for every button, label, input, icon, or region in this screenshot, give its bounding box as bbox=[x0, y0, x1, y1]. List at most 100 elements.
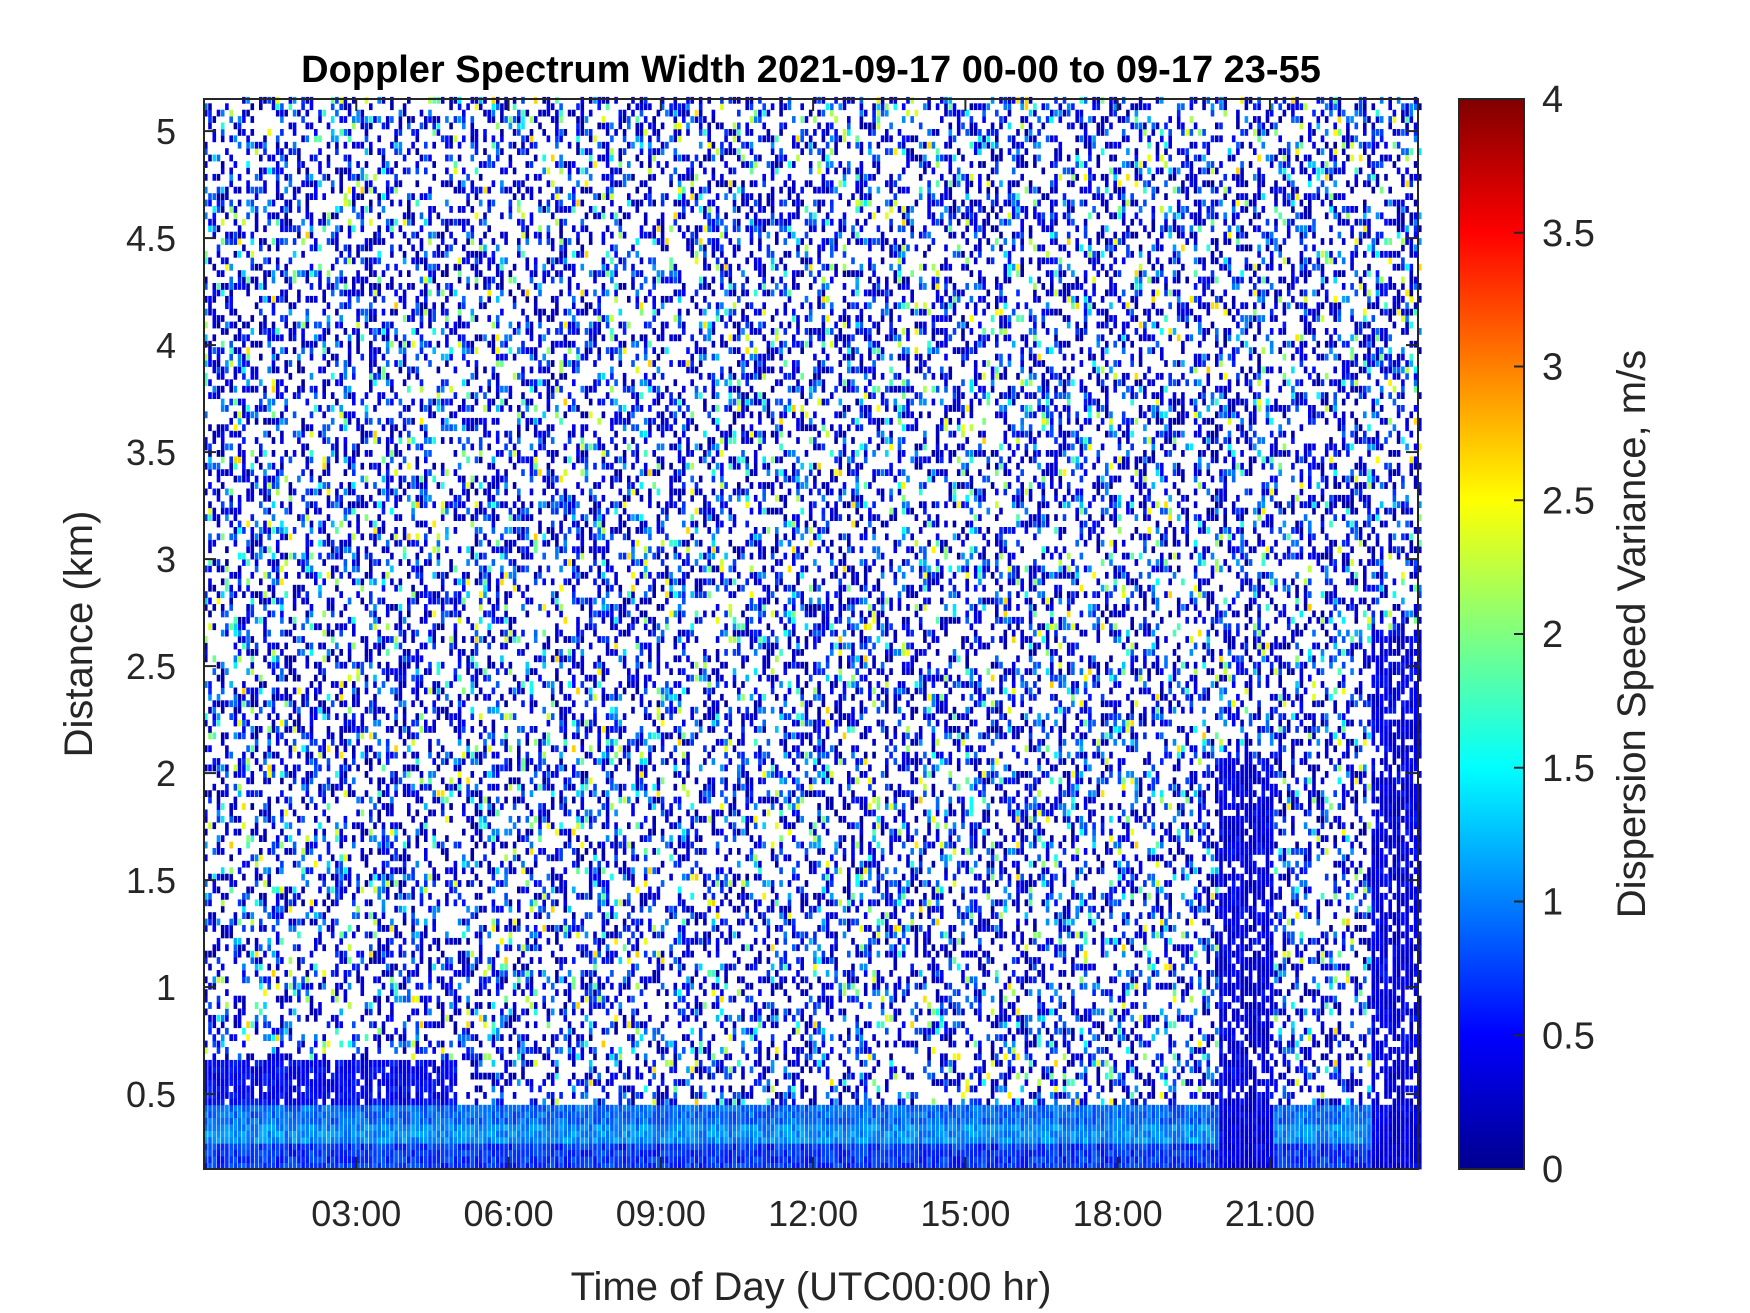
heatmap-cell bbox=[280, 379, 284, 387]
heatmap-cell bbox=[402, 616, 407, 624]
heatmap-cell bbox=[445, 398, 449, 406]
heatmap-cell bbox=[339, 873, 343, 881]
heatmap-cell bbox=[271, 1098, 276, 1106]
heatmap-cell bbox=[356, 424, 360, 432]
heatmap-cell bbox=[275, 161, 280, 168]
heatmap-cell bbox=[390, 822, 394, 830]
heatmap-cell bbox=[292, 109, 297, 117]
heatmap-cell bbox=[339, 321, 343, 329]
heatmap-cell bbox=[453, 1072, 458, 1080]
heatmap-cell bbox=[246, 950, 250, 958]
heatmap-cell bbox=[237, 507, 242, 515]
heatmap-cell bbox=[390, 1085, 394, 1093]
heatmap-cell bbox=[424, 828, 428, 836]
heatmap-cell bbox=[229, 321, 233, 329]
heatmap-cell bbox=[220, 430, 225, 438]
heatmap-cell bbox=[237, 584, 242, 592]
heatmap-cell bbox=[364, 186, 369, 194]
heatmap-cell bbox=[322, 1156, 326, 1164]
heatmap-cell bbox=[343, 283, 348, 290]
heatmap-cell bbox=[360, 289, 365, 297]
heatmap-cell bbox=[432, 328, 436, 335]
heatmap-cell bbox=[314, 835, 318, 843]
heatmap-cell bbox=[343, 360, 348, 367]
heatmap-cell bbox=[424, 494, 428, 502]
heatmap-cell bbox=[263, 899, 267, 907]
heatmap-cell bbox=[428, 450, 432, 457]
heatmap-cell bbox=[424, 1130, 428, 1138]
heatmap-cell bbox=[364, 392, 369, 400]
heatmap-cell bbox=[373, 706, 377, 714]
heatmap-cell bbox=[204, 1104, 208, 1112]
heatmap-cell bbox=[364, 135, 369, 143]
heatmap-cell bbox=[237, 199, 242, 207]
heatmap-cell bbox=[377, 225, 381, 233]
heatmap-cell bbox=[432, 206, 436, 213]
heatmap-cell bbox=[297, 353, 301, 361]
heatmap-cell bbox=[360, 462, 365, 470]
heatmap-cell bbox=[267, 700, 271, 708]
heatmap-cell bbox=[305, 1143, 310, 1151]
heatmap-cell bbox=[356, 886, 360, 894]
heatmap-cell bbox=[377, 1098, 381, 1106]
heatmap-cell bbox=[267, 976, 271, 984]
heatmap-cell bbox=[233, 308, 238, 316]
heatmap-cell bbox=[233, 231, 238, 239]
heatmap-cell bbox=[415, 135, 420, 143]
heatmap-cell bbox=[428, 726, 432, 733]
heatmap-cell bbox=[453, 1143, 458, 1151]
heatmap-cell bbox=[352, 1085, 356, 1093]
heatmap-cell bbox=[428, 96, 432, 104]
heatmap-cell bbox=[402, 340, 407, 348]
heatmap-cell bbox=[246, 385, 250, 393]
heatmap-cell bbox=[284, 321, 288, 329]
heatmap-cell bbox=[428, 860, 432, 868]
heatmap-cell bbox=[280, 828, 284, 836]
heatmap-cell bbox=[305, 835, 310, 843]
heatmap-cell bbox=[280, 860, 284, 868]
heatmap-cell bbox=[377, 501, 381, 509]
heatmap-cell bbox=[208, 103, 212, 111]
heatmap-cell bbox=[267, 475, 271, 483]
heatmap-cell bbox=[339, 777, 343, 785]
heatmap-cell bbox=[411, 417, 415, 425]
heatmap-cell bbox=[335, 501, 339, 509]
heatmap-cell bbox=[364, 482, 369, 489]
heatmap-cell bbox=[381, 1149, 386, 1157]
heatmap-cell bbox=[428, 1104, 432, 1112]
heatmap-cell bbox=[352, 892, 356, 900]
heatmap-cell bbox=[466, 937, 470, 945]
heatmap-cell bbox=[208, 873, 212, 881]
heatmap-cell bbox=[385, 745, 390, 753]
heatmap-cell bbox=[309, 1059, 314, 1067]
heatmap-cell bbox=[208, 912, 212, 920]
heatmap-cell bbox=[436, 533, 441, 541]
heatmap-cell bbox=[343, 1156, 348, 1164]
heatmap-cell bbox=[271, 1072, 276, 1080]
heatmap-cell bbox=[284, 1053, 288, 1061]
heatmap-cell bbox=[373, 295, 377, 303]
heatmap-cell bbox=[364, 96, 369, 104]
heatmap-cell bbox=[432, 501, 436, 509]
heatmap-cell bbox=[462, 809, 466, 817]
heatmap-cell bbox=[373, 328, 377, 335]
heatmap-cell bbox=[419, 950, 424, 958]
heatmap-cell bbox=[288, 533, 293, 541]
heatmap-cell bbox=[212, 116, 217, 123]
heatmap-cell bbox=[322, 1079, 326, 1086]
heatmap-cell bbox=[453, 886, 458, 894]
heatmap-cell bbox=[394, 141, 398, 149]
heatmap-cell bbox=[419, 899, 424, 907]
heatmap-cell bbox=[208, 1079, 212, 1086]
heatmap-cell bbox=[301, 1143, 305, 1151]
heatmap-cell bbox=[220, 186, 225, 194]
heatmap-cell bbox=[326, 141, 331, 149]
heatmap-cell bbox=[377, 1008, 381, 1016]
heatmap-cell bbox=[402, 295, 407, 303]
heatmap-cell bbox=[398, 129, 403, 136]
heatmap-cell bbox=[280, 995, 284, 1003]
heatmap-cell bbox=[432, 1085, 436, 1093]
heatmap-cell bbox=[394, 995, 398, 1003]
heatmap-cell bbox=[216, 372, 221, 380]
heatmap-cell bbox=[220, 706, 225, 714]
